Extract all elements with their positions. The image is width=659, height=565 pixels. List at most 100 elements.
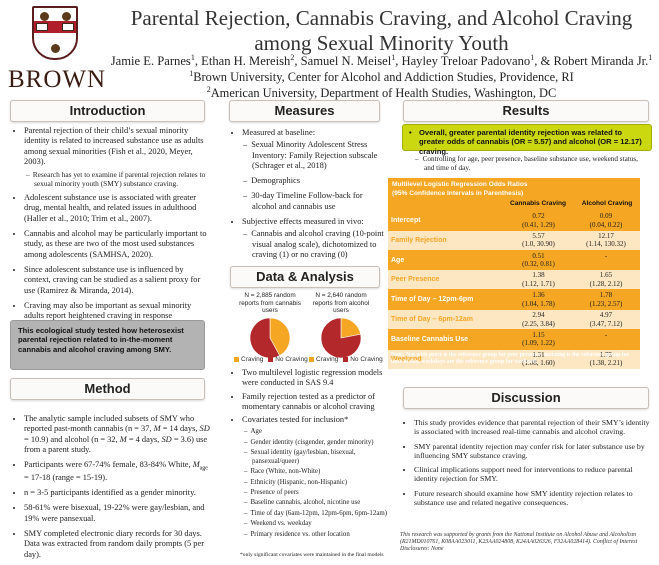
table-cell: 5.57 (1.0, 30.90): [522, 231, 555, 249]
table-row-label: Family Rejection: [391, 236, 447, 244]
table-row-label: Peer Presence: [391, 276, 440, 284]
cannabis-pie-svg: [249, 317, 291, 359]
table-row: Family Rejection 5.57 (1.0, 30.90) 12.17 (1.…: [388, 230, 640, 250]
list-item: Sexual identity (gay/lesbian, bisexual, …: [250, 449, 388, 466]
list-item: n = 3-5 participants identified as a gen…: [24, 488, 210, 498]
list-item: Race (White, non-White): [250, 468, 388, 476]
data-analysis-body: Two multilevel logistic regression model…: [228, 368, 388, 544]
table-row-label: Baseline Cannabis Use: [391, 335, 469, 343]
legend-label: Craving: [316, 356, 339, 363]
grant-acknowledgement: This research was supported by grants fr…: [400, 532, 638, 552]
list-item: The analytic sample included subsets of …: [24, 414, 210, 455]
legend-swatch-craving: [309, 356, 314, 362]
list-item: SMY parental identity rejection may conf…: [414, 442, 654, 461]
table-cell: -: [604, 251, 608, 260]
table-cell: 4.97 (3.47, 7.12): [589, 311, 623, 328]
author-name: Robert Miranda Jr.: [553, 54, 649, 68]
legend-swatch-no-craving: [343, 356, 349, 362]
cannabis-pie-legend: Craving No Craving: [231, 356, 308, 363]
table-cell: 1.78 (1.23, 2.57): [589, 291, 623, 308]
table-row-label: Time of Day – 6pm-12am: [391, 316, 473, 323]
list-item: Research has yet to examine if parental …: [33, 170, 210, 188]
list-item: Baseline cannabis, alcohol, nicotine use: [250, 499, 388, 507]
method-body: The analytic sample included subsets of …: [10, 414, 210, 565]
list-item: Ethnicity (Hispanic, non-Hispanic): [250, 479, 388, 487]
pie-slice-craving: [269, 317, 291, 356]
covariates-footnote: *only significant covariates were mainta…: [240, 552, 384, 558]
list-item: Age: [250, 428, 388, 436]
table-row: Weekend 1.31 (1.08, 1.60) 1.75 (1.38, 2.21): [388, 349, 640, 369]
table-cell: 2.94 (2.25, 3.84): [522, 311, 555, 328]
author-name: Samuel N. Meisel: [300, 54, 392, 68]
brown-university-shield-icon: [32, 6, 78, 60]
author-name: Hayley Treloar Padovano: [401, 54, 531, 68]
list-item: Covariates tested for inclusion* Age Gen…: [242, 415, 388, 539]
list-item: Time of day (6am-12pm, 12pm-6pm, 6pm-12a…: [250, 510, 388, 518]
list-item: Subjective effects measured in vivo: Can…: [242, 217, 386, 260]
list-item: Participants were 67-74% female, 83-84% …: [24, 460, 210, 483]
table-row-label: Intercept: [391, 217, 421, 224]
alcohol-pie-caption: N = 2,640 random reports from alcohol us…: [312, 292, 370, 315]
legend-label: No Craving: [275, 356, 308, 363]
table-cell: 1.36 (1.04, 1.78): [522, 291, 555, 308]
author-name: Jamie E. Parnes: [110, 54, 191, 68]
results-callout: Overall, greater parental identity rejec…: [402, 124, 652, 156]
introduction-body: Parental rejection of their child’s sexu…: [10, 126, 210, 337]
list-item: Gender identity (cisgender, gender minor…: [250, 439, 388, 447]
list-item: Adolescent substance use is associated w…: [24, 193, 210, 224]
legend-swatch-craving: [234, 356, 239, 362]
table-cell: 0.51 (0.32, 0.81): [522, 251, 555, 269]
table-row-label: Age: [391, 256, 405, 264]
measures-heading: Measures: [229, 100, 380, 122]
list-item: Future research should examine how SMY i…: [414, 489, 654, 508]
results-heading: Results: [403, 100, 649, 122]
list-item: Demographics: [251, 176, 386, 186]
table-note: Note: Not with peers is the reference gr…: [391, 352, 629, 365]
table-row: Time of Day – 12pm-6pm 1.36 (1.04, 1.78) 1.…: [388, 290, 640, 309]
table-row: Peer Presence 1.38 (1.12, 1.71) 1.65 (1.28, …: [388, 270, 640, 290]
legend-label: Craving: [241, 356, 264, 363]
table-cell: 0.09 (0.04, 0.22): [589, 212, 623, 229]
table-cell: 1.15 (1.09, 1.22): [522, 330, 555, 348]
list-item: 30-day Timeline Follow-back for alcohol …: [251, 191, 386, 212]
list-item: Cannabis and alcohol may be particularly…: [24, 229, 210, 260]
cannabis-pie-caption: N = 2,885 random reports from cannabis u…: [239, 292, 301, 315]
list-item: Weekend vs. weekday: [250, 520, 388, 528]
list-item: Parental rejection of their child’s sexu…: [24, 126, 210, 188]
table-cell: 12.17 (1.14, 130.32): [586, 231, 626, 249]
study-aim-callout: This ecological study tested how heteros…: [10, 320, 205, 370]
cannabis-pie-chart: N = 2,885 random reports from cannabis u…: [237, 292, 303, 366]
list-item: Clinical implications support need for i…: [414, 465, 654, 484]
list-item: Since adolescent substance use is influe…: [24, 265, 210, 296]
poster-title: Parental Rejection, Cannabis Craving, an…: [130, 6, 633, 55]
alcohol-pie-svg: [320, 317, 362, 359]
author-list: Jamie E. Parnes1, Ethan H. Mereish2, Sam…: [110, 52, 653, 68]
list-item: Sexual Minority Adolescent Stress Invent…: [251, 140, 386, 171]
table-cell: 1.31 (1.08, 1.60): [522, 350, 555, 368]
affiliation-1: 1Brown University, Center for Alcohol an…: [189, 68, 574, 84]
table-cell: -: [604, 330, 608, 339]
pie-slice-no-craving: [320, 317, 362, 359]
table-row: Age 0.51 (0.32, 0.81) -: [388, 251, 640, 270]
table-cell: 1.65 (1.28, 2.12): [589, 271, 623, 288]
table-row-label: Weekend: [391, 355, 422, 363]
list-item: Measured at baseline: Sexual Minority Ad…: [242, 128, 386, 212]
list-item: 58-61% were bisexual, 19-22% were gay/le…: [24, 503, 210, 524]
discussion-body: This study provides evidence that parent…: [400, 418, 654, 512]
list-item: Primary residence vs. other location: [250, 531, 388, 539]
results-body: Controlling for age, peer presence, base…: [400, 153, 650, 178]
table-row: Time of Day – 6pm-12am 2.94 (2.25, 3.84) 4.…: [388, 310, 640, 329]
regression-table: Multilevel Logistic Regression Odds Rati…: [388, 178, 640, 369]
table-row: Baseline Cannabis Use 1.15 (1.09, 1.22) -: [388, 330, 640, 349]
affiliation-2: 2American University, Department of Heal…: [206, 84, 557, 100]
table-col-header: Cannabis Craving: [509, 200, 567, 207]
introduction-heading: Introduction: [10, 100, 205, 122]
list-item: Cannabis and alcohol craving (10-point v…: [251, 229, 386, 260]
list-item: Two multilevel logistic regression model…: [242, 368, 388, 389]
table-cell: 1.38 (1.12, 1.71): [522, 271, 555, 288]
list-item: SMY completed electronic diary records f…: [24, 529, 210, 560]
discussion-heading: Discussion: [403, 387, 649, 409]
brown-logo: BROWN: [8, 6, 105, 104]
legend-swatch-no-craving: [268, 356, 274, 362]
list-item: Presence of peers: [250, 489, 388, 497]
